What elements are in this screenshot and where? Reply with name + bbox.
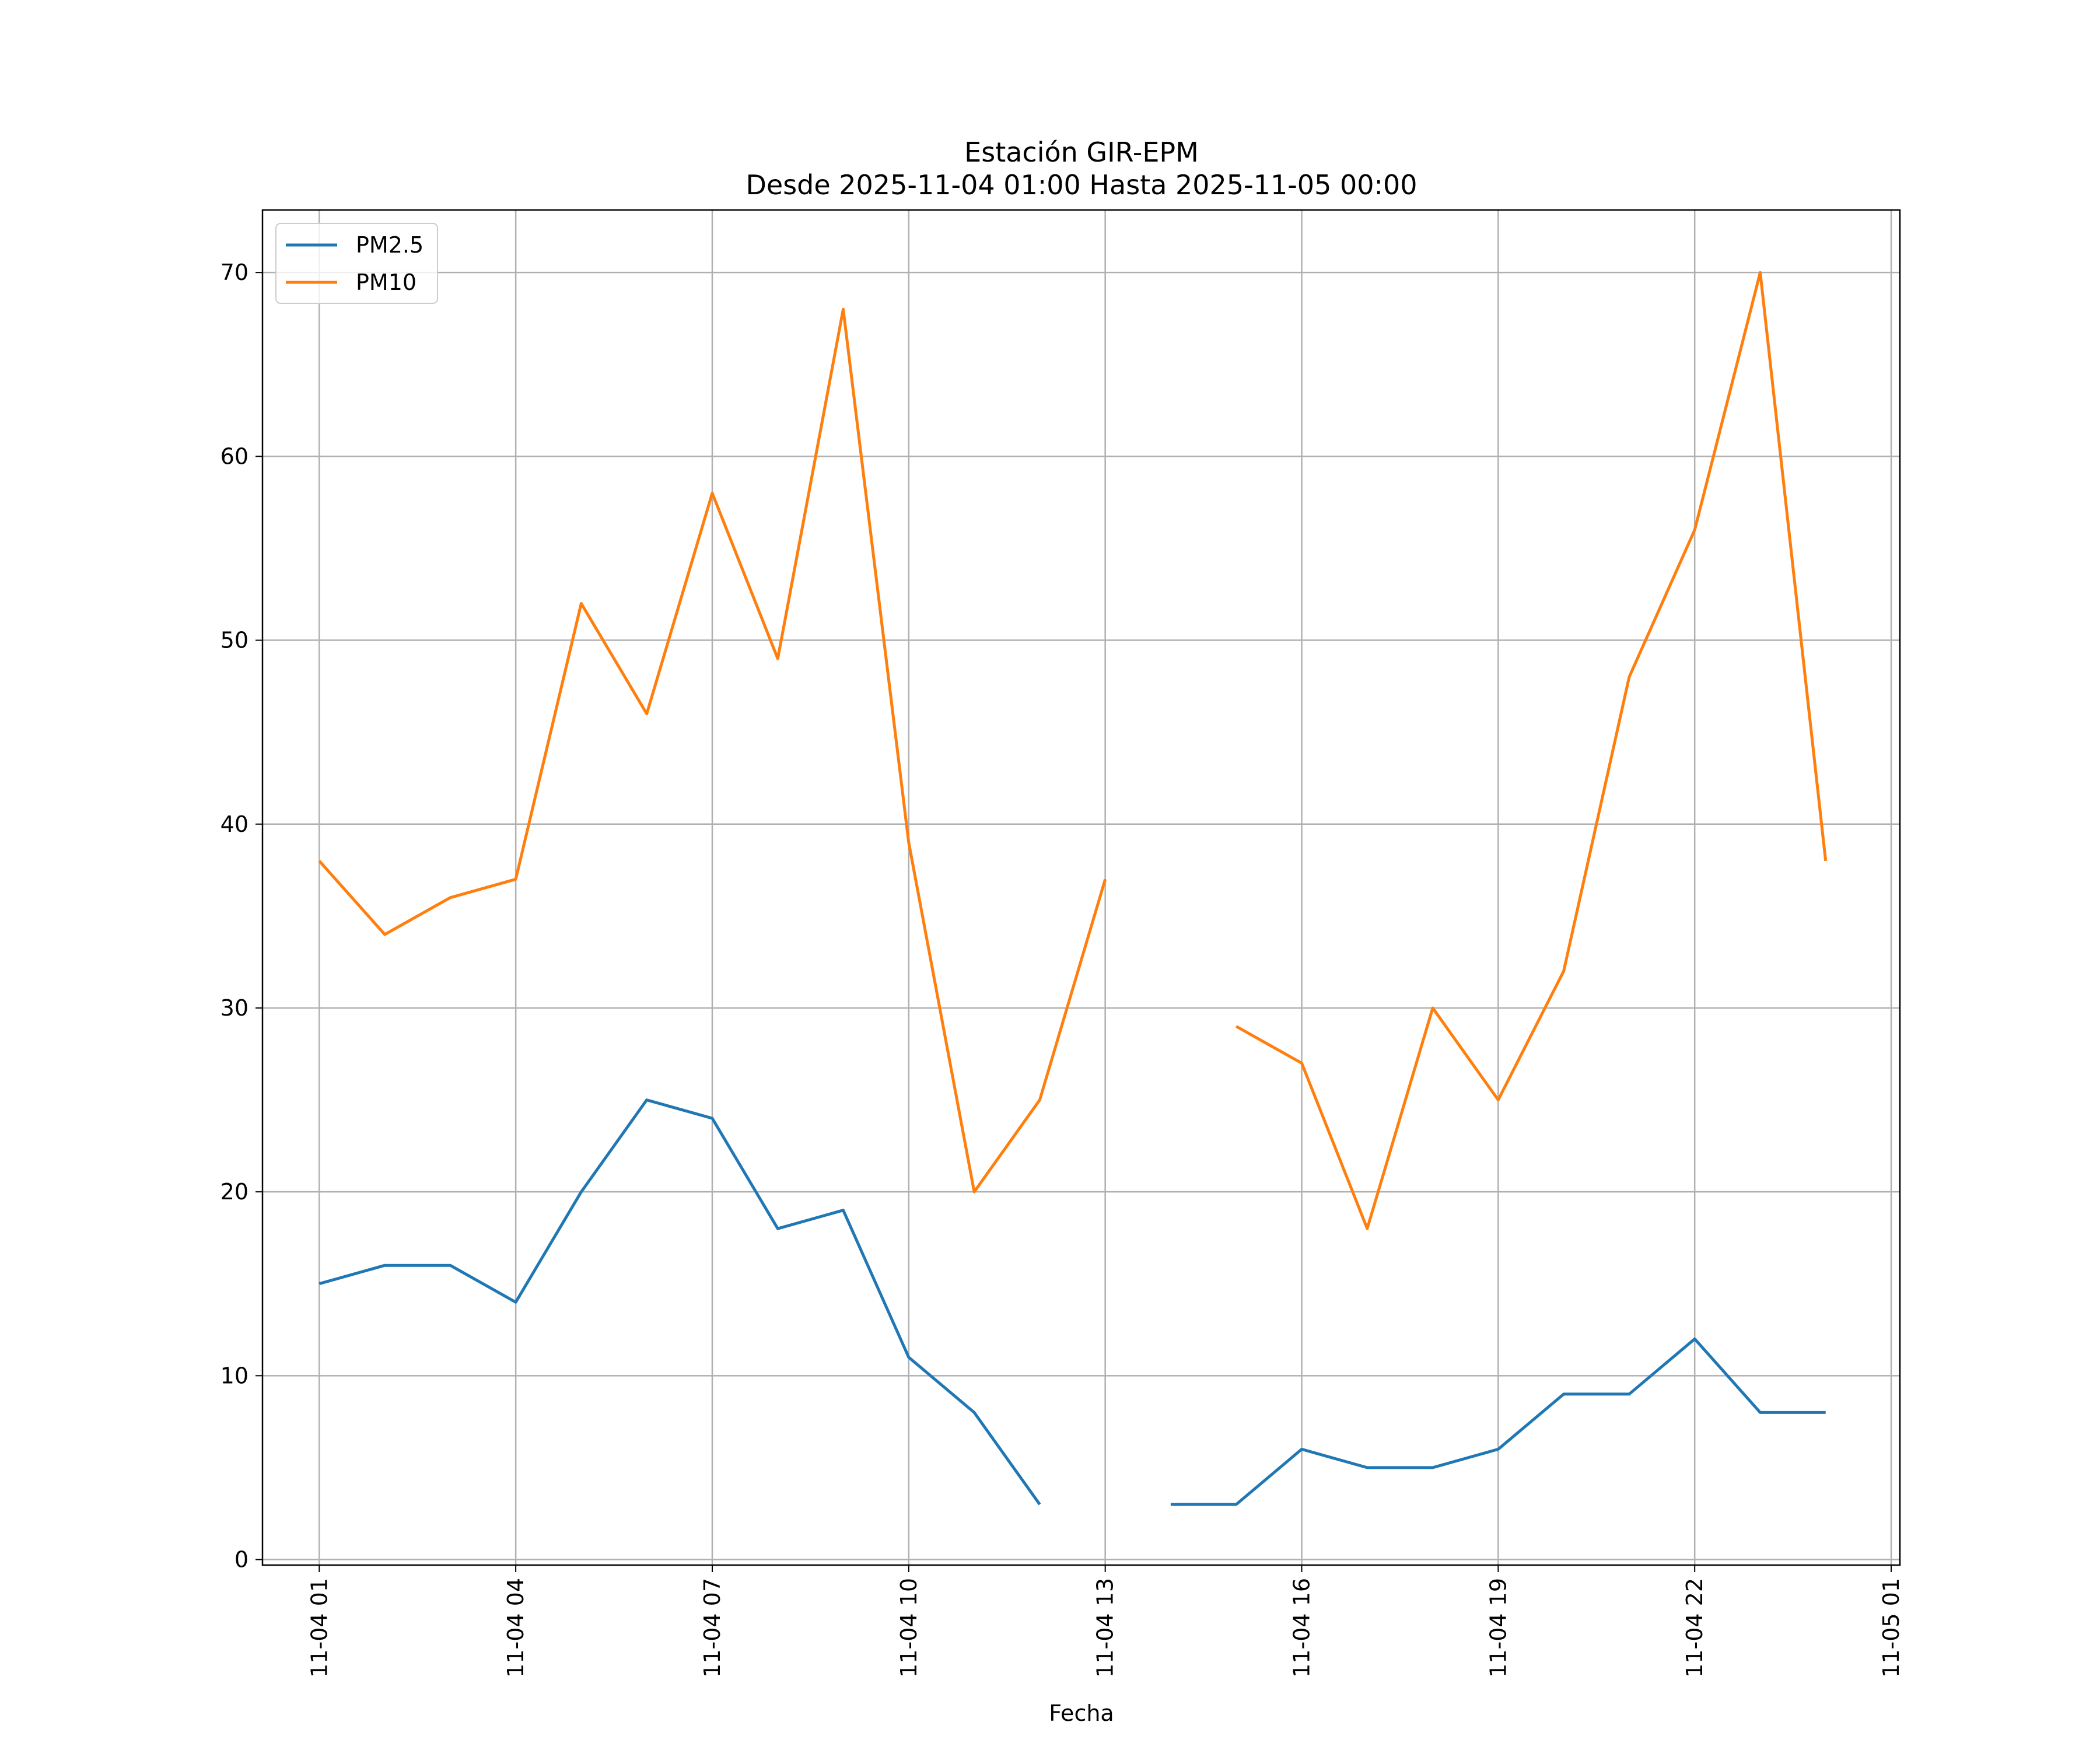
x-tick-label: 11-04 07 — [699, 1578, 725, 1678]
x-tick-label: 11-04 16 — [1289, 1578, 1315, 1678]
series-line-pm10 — [318, 307, 1107, 1194]
series-line-pm10 — [1235, 271, 1828, 1230]
y-tick-label: 40 — [220, 811, 249, 837]
series-line-pm2-5 — [1170, 1337, 1826, 1506]
y-tick-label: 60 — [220, 443, 249, 469]
y-tick-label: 0 — [235, 1547, 249, 1573]
x-tick-label: 11-04 13 — [1093, 1578, 1118, 1678]
x-tick-label: 11-05 01 — [1878, 1578, 1904, 1678]
series-line-pm2-5 — [318, 1098, 1041, 1506]
x-tick-label: 11-04 22 — [1682, 1578, 1707, 1678]
x-tick-label: 11-04 10 — [896, 1578, 922, 1678]
series-lines — [318, 271, 1828, 1506]
x-tick-label: 11-04 01 — [306, 1578, 332, 1678]
x-axis-ticks: 11-04 01 11-04 04 11-04 07 11-04 10 11-04 13… — [306, 1565, 1904, 1678]
grid — [262, 210, 1900, 1565]
y-tick-label: 70 — [220, 260, 249, 285]
legend: PM2.5 PM10 — [275, 223, 438, 304]
x-tick-label: 11-04 04 — [503, 1578, 528, 1678]
y-axis-ticks: 0 10 20 30 40 50 60 70 — [220, 260, 262, 1573]
legend-label: PM2.5 — [356, 232, 424, 258]
legend-label: PM10 — [356, 270, 416, 295]
y-tick-label: 20 — [220, 1179, 249, 1205]
y-tick-label: 30 — [220, 995, 249, 1021]
chart-subtitle: Desde 2025-11-04 01:00 Hasta 2025-11-05 … — [746, 169, 1417, 201]
plot-frame — [261, 209, 1901, 1566]
x-axis-label: Fecha — [1049, 1700, 1114, 1726]
chart-title: Estación GIR-EPM — [964, 136, 1199, 168]
y-tick-label: 50 — [220, 628, 249, 653]
x-tick-label: 11-04 19 — [1485, 1578, 1511, 1678]
y-tick-label: 10 — [220, 1363, 249, 1388]
